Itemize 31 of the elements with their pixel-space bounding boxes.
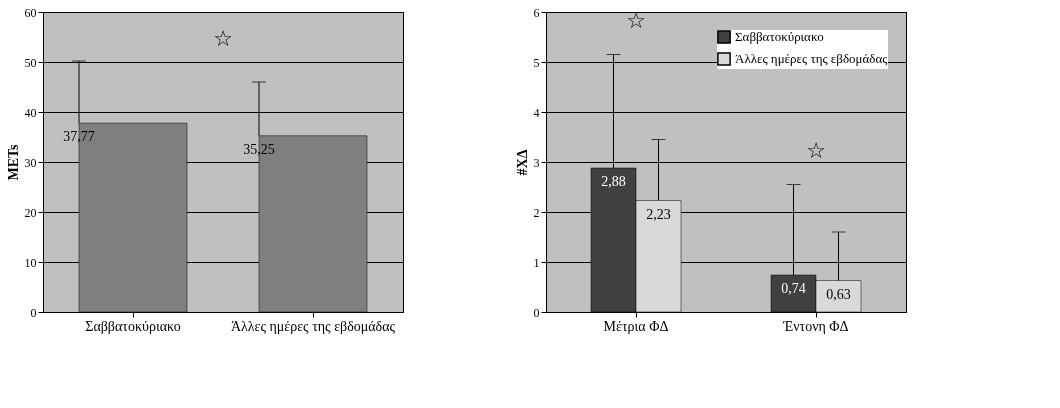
- y-tick-label: 1: [533, 255, 540, 270]
- y-axis-title: #ΧΔ: [514, 149, 530, 176]
- data-label: 37,77: [63, 129, 95, 145]
- x-tick-label: Μέτρια ΦΔ: [603, 318, 669, 334]
- data-label: 2,23: [646, 206, 671, 222]
- y-tick-label: 6: [533, 5, 540, 20]
- y-tick-label: 2: [533, 205, 540, 220]
- y-tick-label: 0: [30, 305, 37, 320]
- y-tick-label: 0: [533, 305, 540, 320]
- y-tick-label: 20: [24, 205, 37, 220]
- y-tick-label: 50: [24, 55, 37, 70]
- annotation: ☆: [806, 137, 826, 163]
- legend-label: Σαββατοκύριακο: [735, 29, 824, 44]
- data-label: 35,25: [243, 141, 275, 157]
- legend-label: Άλλες ημέρες της εβδομάδας: [735, 51, 889, 66]
- annotation: ☆: [626, 7, 646, 33]
- y-tick-label: 40: [24, 105, 37, 120]
- data-label: 2,88: [601, 174, 626, 189]
- y-tick-label: 4: [533, 105, 540, 120]
- y-tick-label: 3: [533, 155, 540, 170]
- x-tick-label: Έντονη ΦΔ: [782, 318, 849, 334]
- y-axis-title: METs: [5, 143, 21, 181]
- y-tick-label: 10: [24, 255, 37, 270]
- y-tick-label: 60: [24, 5, 37, 20]
- data-label: 0,63: [826, 286, 851, 302]
- y-tick-label: 5: [533, 55, 540, 70]
- x-tick-label: Άλλες ημέρες της εβδομάδας: [230, 318, 396, 334]
- x-tick-label: Σαββατοκύριακο: [85, 318, 181, 334]
- y-tick-label: 30: [24, 155, 37, 170]
- annotation: ☆: [213, 26, 233, 51]
- data-label: 0,74: [781, 281, 806, 296]
